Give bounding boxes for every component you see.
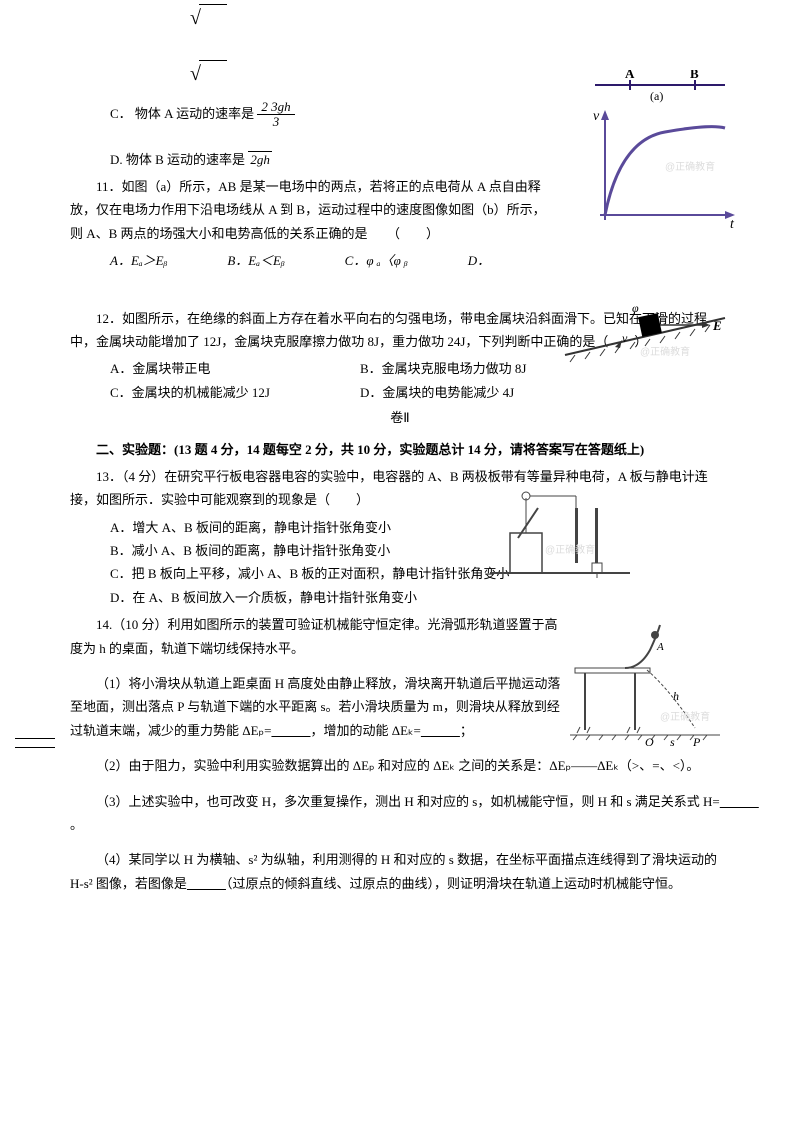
q11-opt-a: A．Eₐ＞Eᵦ bbox=[110, 249, 167, 272]
q11-intro: 11．如图（a）所示，AB 是某一电场中的两点，若将正的点电荷从 A 点自由释放… bbox=[70, 175, 550, 245]
option-d-label: D. bbox=[110, 152, 123, 167]
sqrt-deco-1: √ bbox=[70, 0, 730, 36]
option-c-frac-bot: 3 bbox=[257, 115, 294, 129]
q13-opt-c: C．把 B 板向上平移，减小 A、B 板的正对面积，静电计指针张角变小 bbox=[110, 562, 510, 585]
q12-opt-d: D．金属块的电势能减少 4J bbox=[360, 381, 514, 404]
q11-opt-d: D． bbox=[468, 249, 490, 272]
svg-text:φ: φ bbox=[632, 301, 639, 315]
q14-p2: （2）由于阻力，实验中利用实验数据算出的 ΔEₚ 和对应的 ΔEₖ 之间的关系是… bbox=[70, 754, 730, 777]
svg-text:@正确教育: @正确教育 bbox=[545, 543, 595, 556]
figure-q11-incline: φ v E @正确教育 bbox=[560, 300, 730, 370]
svg-text:E: E bbox=[712, 318, 722, 333]
figure-q14-track: A h O s P @正确教育 bbox=[565, 620, 725, 750]
svg-text:@正确教育: @正确教育 bbox=[660, 710, 710, 723]
option-d-text: 物体 B 运动的速率是 bbox=[126, 152, 245, 167]
svg-text:s: s bbox=[670, 735, 675, 749]
q11-opt-b: B．Eₐ＜Eᵦ bbox=[227, 249, 284, 272]
q13-opt-d: D．在 A、B 板间放入一介质板，静电计指针张角变小 bbox=[110, 586, 730, 609]
left-margin-marks bbox=[15, 730, 55, 748]
option-c-frac-top: 2 3gh bbox=[257, 100, 294, 115]
q12-opt-c: C．金属块的机械能减少 12J bbox=[110, 381, 330, 404]
graph-axis-t: t bbox=[730, 217, 735, 230]
q14-p4: （4）某同学以 H 为横轴、s² 为纵轴，利用测得的 H 和对应的 s 数据，在… bbox=[70, 848, 730, 895]
option-c-label: C． bbox=[110, 106, 132, 121]
svg-text:P: P bbox=[692, 735, 701, 749]
option-d-line: D. 物体 B 运动的速率是 2gh bbox=[70, 148, 730, 171]
juan2-title: 卷Ⅱ bbox=[70, 406, 730, 429]
svg-text:A: A bbox=[656, 641, 664, 653]
option-c-line: C． 物体 A 运动的速率是 2 3gh 3 bbox=[70, 100, 730, 130]
q14-p3: （3）上述实验中，也可改变 H，多次重复操作，测出 H 和对应的 s，如机械能守… bbox=[70, 790, 730, 837]
graph-label-b: B bbox=[690, 70, 699, 81]
option-c-text: 物体 A 运动的速率是 bbox=[135, 106, 254, 121]
q12-opt-a: A．金属块带正电 bbox=[110, 357, 330, 380]
q12-opt-b: B．金属块克服电场力做功 8J bbox=[360, 357, 526, 380]
option-d-expr: 2gh bbox=[248, 151, 272, 167]
svg-text:v: v bbox=[622, 331, 628, 345]
section2-title: 二、实验题：(13 题 4 分，14 题每空 2 分，共 10 分，实验题总计 … bbox=[70, 438, 730, 461]
svg-text:@正确教育: @正确教育 bbox=[640, 345, 690, 358]
graph-label-a: A bbox=[625, 70, 635, 81]
q11-options: A．Eₐ＞Eᵦ B．Eₐ＜Eᵦ C．φ ₐ〈φ ᵦ D． bbox=[70, 249, 730, 272]
figure-q13-capacitor: @正确教育 bbox=[480, 478, 640, 588]
svg-text:O: O bbox=[645, 735, 654, 749]
svg-text:h: h bbox=[673, 689, 679, 703]
q11-opt-c: C．φ ₐ〈φ ᵦ bbox=[345, 249, 408, 272]
q14-p1: （1）将小滑块从轨道上距桌面 H 高度处由静止释放，滑块离开轨道后平抛运动落至地… bbox=[70, 672, 570, 742]
q14-intro: 14.（10 分）利用如图所示的装置可验证机械能守恒定律。光滑弧形轨道竖置于高度… bbox=[70, 613, 570, 660]
